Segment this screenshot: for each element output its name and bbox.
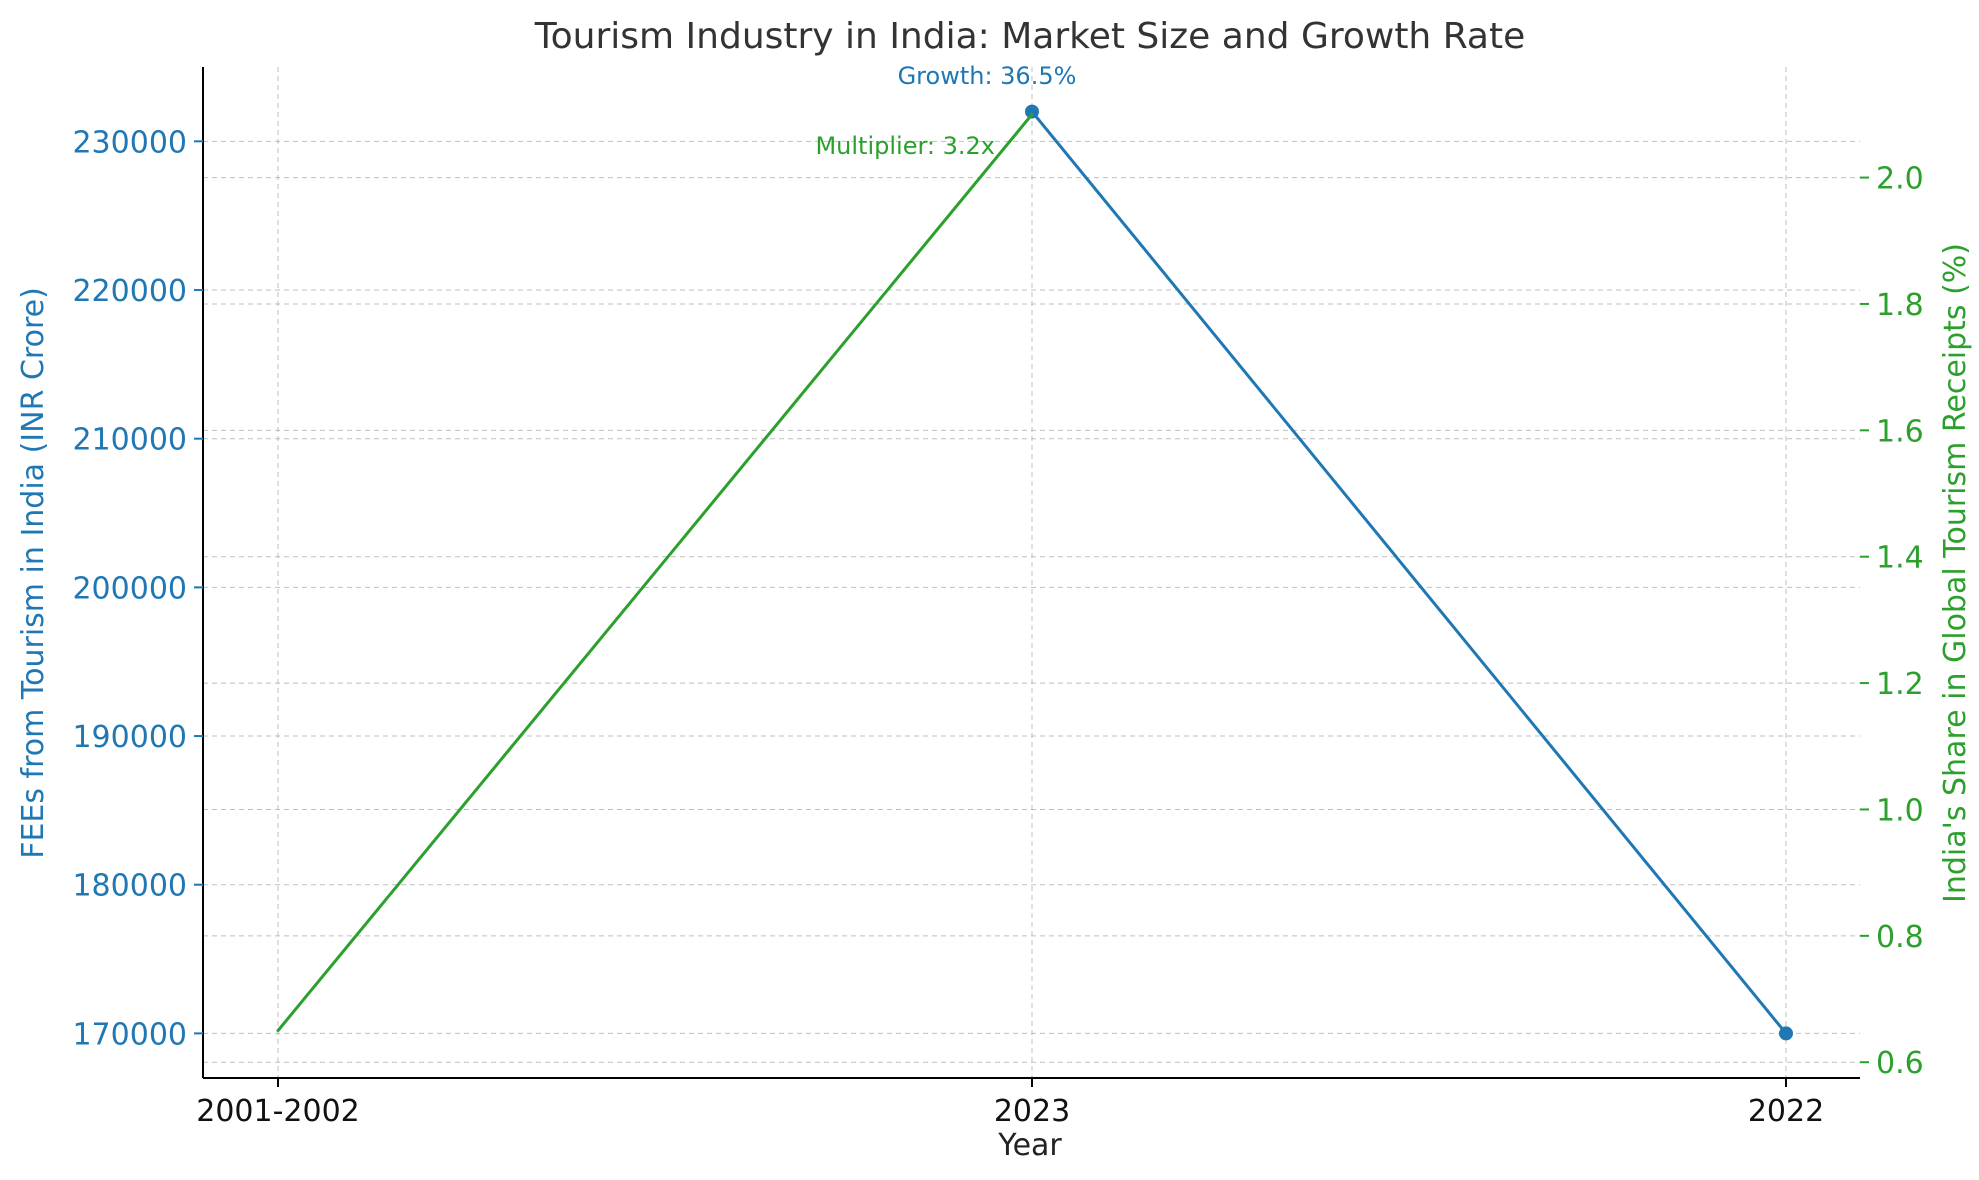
left-tick-label: 190000 [72,720,187,755]
right-tick-label: 1.6 [1876,414,1924,449]
right-axis-label: India's Share in Global Tourism Receipts… [1938,243,1973,903]
text-layer: Tourism Industry in India: Market Size a… [16,16,1973,1163]
right-tick-label: 1.0 [1876,793,1924,828]
right-tick-label: 1.8 [1876,288,1924,323]
chart-title: Tourism Industry in India: Market Size a… [534,16,1526,57]
right-tick-label: 0.6 [1876,1046,1924,1081]
series-point-left [1025,104,1039,119]
x-tick-label: 2001-2002 [196,1094,360,1129]
x-tick-label: 2023 [994,1094,1070,1129]
left-tick-label: 220000 [72,274,187,309]
left-tick-label: 210000 [72,423,187,458]
x-axis-label: Year [997,1128,1062,1163]
series-line-left [1030,110,1788,1035]
right-tick-label: 1.4 [1876,541,1924,576]
x-tick-label: 2022 [1748,1094,1824,1129]
multiplier-annotation: Multiplier: 3.2x [815,132,995,160]
left-tick-label: 200000 [72,571,187,606]
axes-layer: 2001-2002 2023 2022 170000 180000 190000 20000… [72,67,1924,1129]
left-tick-label: 180000 [72,869,187,904]
left-axis-label: FEEs from Tourism in India (INR Crore) [16,287,51,859]
growth-annotation: Growth: 36.5% [898,62,1077,90]
series-layer [276,104,1793,1041]
right-tick-label: 0.8 [1876,920,1924,955]
right-tick-label: 2.0 [1876,162,1924,197]
series-line-right [276,112,1034,1033]
right-tick-label: 1.2 [1876,667,1924,702]
left-tick-label: 230000 [72,125,187,160]
grid-layer [203,67,1860,1078]
series-point-left [1779,1026,1793,1041]
left-tick-label: 170000 [72,1017,187,1052]
